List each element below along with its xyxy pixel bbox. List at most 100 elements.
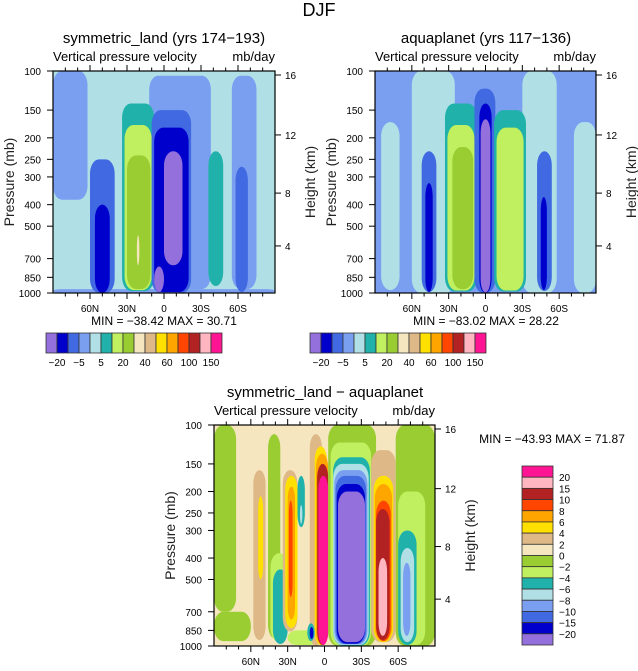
pressure-tick-label: 150 [185, 460, 202, 471]
colorbar-swatch [408, 332, 421, 354]
colorbar-label: 150 [203, 358, 220, 369]
pressure-tick-label: 1000 [19, 289, 42, 300]
colorbar-label: 0 [559, 552, 565, 563]
colorbar-label: −15 [559, 619, 576, 630]
contour-region [235, 166, 248, 293]
colorbar-swatch [353, 332, 366, 354]
colorbar-swatch [133, 332, 146, 354]
pressure-tick-label: 200 [185, 488, 202, 499]
colorbar-label: −5 [337, 358, 349, 369]
colorbar-swatch [452, 332, 465, 354]
x-tick-label: 60S [229, 304, 247, 315]
colorbar-swatch [56, 332, 69, 354]
figure-title: DJF [303, 0, 336, 20]
panel-title: symmetric_land − aquaplanet [227, 384, 424, 401]
min-max-label: MIN = −43.93 MAX = 71.87 [479, 432, 625, 446]
pressure-tick-label: 850 [24, 273, 41, 284]
contour-field [375, 71, 596, 293]
colorbar-swatch [122, 332, 135, 354]
colorbar-swatch [309, 332, 322, 354]
colorbar-label: 150 [467, 358, 484, 369]
colorbar-swatch [210, 332, 223, 354]
pressure-tick-label: 250 [346, 155, 363, 166]
colorbar-label: 8 [559, 507, 565, 518]
contour-region [258, 496, 264, 580]
colorbar-swatch [521, 611, 554, 624]
colorbar-label: 20 [559, 473, 571, 484]
pressure-tick-label: 250 [24, 155, 41, 166]
pressure-tick-label: 300 [185, 526, 202, 537]
colorbar-label: 100 [181, 358, 198, 369]
y-axis-label: Pressure (mb) [323, 138, 339, 227]
pressure-tick-label: 700 [24, 255, 41, 266]
colorbar-swatch [45, 332, 58, 354]
panel-3: symmetric_land − aquaplanet Vertical pres… [162, 384, 625, 668]
colorbar-label: −8 [559, 596, 571, 607]
height-tick-label: 8 [606, 189, 612, 200]
colorbar-label: 2 [559, 540, 565, 551]
colorbar-label: 5 [362, 358, 368, 369]
colorbar-swatch [521, 532, 554, 545]
pressure-tick-label: 100 [346, 67, 363, 78]
colorbar-swatch [199, 332, 212, 354]
colorbar-swatch [521, 476, 554, 489]
colorbar-swatch [397, 332, 410, 354]
x-tick-label: 0 [322, 657, 328, 666]
contour-region [338, 491, 366, 643]
contour-region [309, 626, 314, 640]
colorbar-swatch [78, 332, 91, 354]
contour-region [403, 562, 411, 636]
height-tick-label: 8 [445, 543, 451, 554]
colorbar-swatch [521, 599, 554, 612]
pressure-tick-label: 100 [185, 421, 202, 432]
colorbar-swatch [441, 332, 454, 354]
pressure-tick-label: 700 [346, 255, 363, 266]
colorbar-swatch [521, 521, 554, 534]
contour-region [94, 204, 110, 293]
colorbar-swatch [166, 332, 179, 354]
panel-1: symmetric_land (yrs 174−193) Vertical pre… [1, 30, 318, 369]
contour-region [53, 71, 88, 200]
contour-region [299, 504, 303, 524]
y2-axis-label: Height (km) [623, 146, 638, 218]
height-tick-label: 16 [445, 425, 457, 436]
x-tick-label: 30S [352, 657, 370, 666]
height-tick-label: 12 [445, 485, 457, 496]
colorbar-label: 4 [559, 529, 565, 540]
contour-region [214, 611, 251, 642]
x-tick-label: 30N [118, 304, 136, 315]
min-max-label: MIN = −38.42 MAX = 30.71 [91, 314, 237, 328]
pressure-tick-label: 850 [185, 626, 202, 637]
subtitle-right: mb/day [232, 49, 275, 64]
y-axis-label: Pressure (mb) [162, 491, 178, 580]
pressure-tick-label: 150 [346, 106, 363, 117]
colorbar-swatch [521, 555, 554, 568]
x-tick-label: 0 [161, 304, 167, 315]
contour-region [381, 122, 400, 291]
colorbar-swatch [521, 577, 554, 590]
contour-region [164, 151, 183, 266]
x-tick-label: 60N [403, 304, 421, 315]
contour-region [540, 197, 547, 291]
contour-region [318, 475, 329, 646]
height-tick-label: 16 [285, 71, 297, 82]
pressure-tick-label: 850 [346, 273, 363, 284]
colorbar-label: 40 [403, 358, 415, 369]
subtitle-right: mb/day [392, 403, 435, 418]
colorbar-swatch [521, 633, 554, 646]
colorbar-swatch [474, 332, 487, 354]
x-tick-label: 60N [242, 657, 260, 666]
pressure-tick-label: 1000 [341, 289, 364, 300]
colorbar-swatch [521, 543, 554, 556]
pressure-tick-label: 200 [346, 134, 363, 145]
x-tick-label: 30S [192, 304, 210, 315]
colorbar-label: 5 [98, 358, 104, 369]
contour-region [288, 500, 293, 597]
y2-axis-label: Height (km) [302, 146, 318, 218]
pressure-tick-label: 300 [24, 173, 41, 184]
height-tick-label: 12 [285, 131, 297, 142]
colorbar-label: 10 [559, 496, 571, 507]
colorbar-swatch [364, 332, 377, 354]
colorbar-label: −4 [559, 574, 571, 585]
